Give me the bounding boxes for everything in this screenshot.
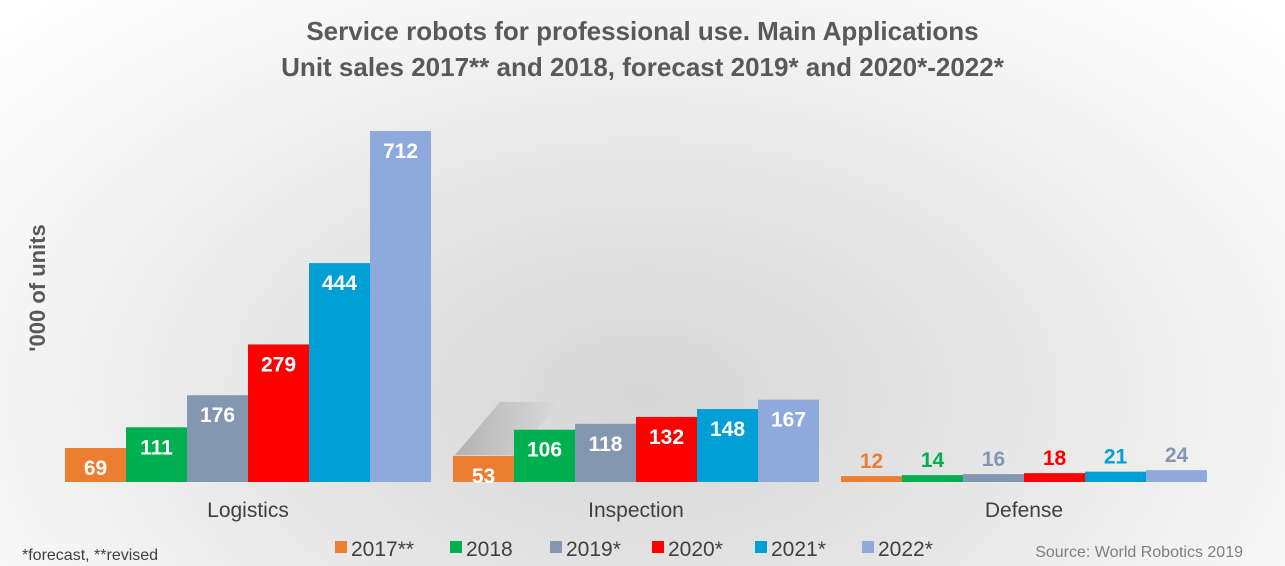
legend-swatch-2022 <box>862 541 874 553</box>
category-label-inspection: Inspection <box>588 499 684 522</box>
data-label-defense-2021: 21 <box>1104 446 1128 469</box>
bar-inspection-2021 <box>697 409 758 482</box>
y-axis-label: '000 of units <box>25 224 50 351</box>
bar-inspection-2020 <box>636 416 697 482</box>
data-label-defense-2022: 24 <box>1165 444 1189 467</box>
data-label-logistics-2017: 69 <box>84 457 107 480</box>
bar-logistics-2021 <box>309 263 370 482</box>
bar-inspection-2017 <box>453 455 514 482</box>
chart-title: Service robots for professional use. Mai… <box>306 16 979 46</box>
bar-inspection-2019 <box>575 423 636 482</box>
legend-label-2021: 2021* <box>771 538 826 561</box>
bar-defense-2017 <box>841 476 902 482</box>
data-label-inspection-2019: 118 <box>589 433 623 456</box>
data-label-logistics-2018: 111 <box>140 436 173 459</box>
data-label-inspection-2022: 167 <box>771 409 806 432</box>
bar-logistics-2017 <box>65 447 126 482</box>
data-label-defense-2019: 16 <box>982 448 1005 471</box>
chart-subtitle: Unit sales 2017** and 2018, forecast 201… <box>281 52 1004 82</box>
bar-defense-2018 <box>902 475 963 482</box>
data-label-defense-2020: 18 <box>1043 447 1067 470</box>
data-label-defense-2018: 14 <box>921 449 945 472</box>
bar-defense-2020 <box>1024 473 1085 482</box>
data-label-logistics-2020: 279 <box>261 353 296 376</box>
data-label-logistics-2022: 712 <box>383 140 418 163</box>
bar-defense-2022 <box>1146 470 1207 482</box>
data-label-logistics-2021: 444 <box>322 272 357 295</box>
data-label-inspection-2021: 148 <box>710 418 745 441</box>
category-label-logistics: Logistics <box>207 499 289 522</box>
legend-label-2017: 2017** <box>351 538 414 561</box>
bar-inspection-2022 <box>758 399 819 482</box>
legend-label-2022: 2022* <box>878 538 933 561</box>
legend-swatch-2021 <box>755 541 767 553</box>
bar-logistics-2018 <box>126 427 187 482</box>
legend-swatch-2017 <box>335 541 347 553</box>
footnote: *forecast, **revised <box>22 547 158 564</box>
bar-logistics-2019 <box>187 395 248 482</box>
legend-label-2018: 2018 <box>466 538 513 561</box>
legend: 2017** 2018 2019* 2020* 2021* 2022* <box>335 538 933 561</box>
legend-swatch-2020 <box>652 541 664 553</box>
legend-swatch-2018 <box>450 541 462 553</box>
bar-defense-2019 <box>963 474 1024 482</box>
data-label-inspection-2020: 132 <box>649 426 684 449</box>
bar-logistics-2020 <box>248 344 309 482</box>
legend-label-2019: 2019* <box>566 538 621 561</box>
data-label-inspection-2018: 106 <box>527 439 562 462</box>
source-note: Source: World Robotics 2019 <box>1035 544 1243 561</box>
legend-label-2020: 2020* <box>668 538 723 561</box>
bars-layer <box>65 131 1207 482</box>
data-label-inspection-2017: 53 <box>472 465 495 488</box>
bar-inspection-2018 <box>514 429 575 482</box>
bar-logistics-2022 <box>370 131 431 482</box>
category-labels-layer: Logistics Inspection Defense <box>207 499 1063 522</box>
data-label-logistics-2019: 176 <box>200 404 235 427</box>
bar-defense-2021 <box>1085 471 1146 482</box>
bar-shadow-decoration <box>455 402 560 455</box>
data-labels-layer: 69 111 176 279 444 712 53 106 118 132 148 167 12 14 16… <box>84 140 1189 488</box>
category-label-defense: Defense <box>985 499 1063 522</box>
data-label-defense-2017: 12 <box>860 450 883 473</box>
legend-swatch-2019 <box>550 541 562 553</box>
